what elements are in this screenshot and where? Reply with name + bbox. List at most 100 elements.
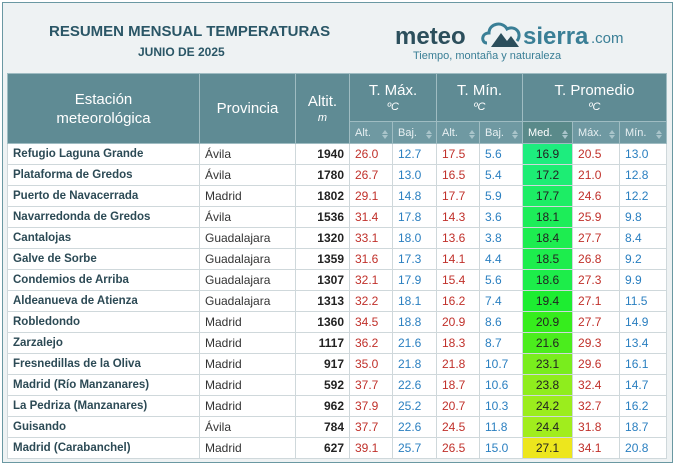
tavg-mean: 23.1: [522, 353, 574, 375]
row: Guisando Ávila 784 37.7 22.6 24.5 11.8 24.4 31.8…: [7, 416, 668, 438]
altitude-label: Altit.: [307, 93, 338, 110]
tavg-mean: 18.6: [522, 269, 574, 291]
tavg-min: 11.5: [619, 290, 668, 312]
tmax-high: 26.0: [349, 143, 393, 165]
tmin-low: 7.4: [478, 290, 524, 312]
tavg-max: 20.5: [572, 143, 621, 165]
tmax-low: 12.7: [392, 143, 437, 165]
tavg-min: 12.8: [619, 164, 668, 186]
province: Madrid: [199, 395, 296, 417]
tmin-unit: ºC: [473, 101, 486, 113]
subheader: Baj.: [478, 121, 524, 144]
tmin-high: 20.9: [436, 311, 480, 333]
province: Ávila: [199, 164, 296, 186]
tavg-mean: 24.2: [522, 395, 574, 417]
tmax-low: 21.8: [392, 353, 437, 375]
tavg-min: 9.9: [619, 269, 668, 291]
station: Robledondo: [7, 311, 200, 333]
altitude: 1940: [295, 143, 350, 165]
station: Aldeanueva de Atienza: [7, 290, 200, 312]
altitude: 1780: [295, 164, 350, 186]
station: Madrid (Carabanchel): [7, 437, 200, 459]
tmin-low: 11.8: [478, 416, 524, 438]
tavg-max: 26.8: [572, 248, 621, 270]
row: La Pedriza (Manzanares) Madrid 962 37.9 25.2…: [7, 395, 668, 417]
tmax-low: 21.6: [392, 332, 437, 354]
tavg-max: 27.7: [572, 311, 621, 333]
station-header-text: Estación meteorológica: [56, 90, 151, 127]
row: Fresnedillas de la Oliva Madrid 917 35.0 21.…: [7, 353, 668, 375]
province: Ávila: [199, 143, 296, 165]
row: Robledondo Madrid 1360 34.5 18.8 20.9 8.6 20.9 2…: [7, 311, 668, 333]
tmin-high: 16.5: [436, 164, 480, 186]
province: Guadalajara: [199, 227, 296, 249]
row: Puerto de Navacerrada Madrid 1802 29.1 14.8 1…: [7, 185, 668, 207]
tmax-low: 25.7: [392, 437, 437, 459]
tmin-low: 3.8: [478, 227, 524, 249]
tmin-header: T. Mín. ºC: [435, 73, 524, 122]
tmax-high: 33.1: [349, 227, 393, 249]
tmin-high: 15.4: [436, 269, 480, 291]
tmin-high: 26.5: [436, 437, 480, 459]
tmax-low: 18.0: [392, 227, 437, 249]
tmin-low: 15.0: [478, 437, 524, 459]
logo-com: .com: [591, 30, 624, 47]
row: Plataforma de Gredos Ávila 1780 26.7 13.0 16.…: [7, 164, 668, 186]
tavg-max: 27.7: [572, 227, 621, 249]
tmin-high: 17.5: [436, 143, 480, 165]
tavg-min: 13.4: [619, 332, 668, 354]
tmax-header: T. Máx. ºC: [349, 73, 437, 122]
tmax-high: 26.7: [349, 164, 393, 186]
tavg-header: T. Promedio ºC: [522, 73, 668, 122]
tavg-min: 14.9: [619, 311, 668, 333]
altitude: 627: [295, 437, 350, 459]
head-row: Estación meteorológica Provincia Altit. m…: [7, 73, 668, 144]
subheader: Mín.: [619, 121, 668, 144]
tmax-low: 14.8: [392, 185, 437, 207]
tavg-label: T. Promedio: [554, 82, 635, 99]
tmax-high: 37.7: [349, 374, 393, 396]
row: Navarredonda de Gredos Ávila 1536 31.4 17.8 1…: [7, 206, 668, 228]
tmax-high: 37.9: [349, 395, 393, 417]
tavg-min: 8.4: [619, 227, 668, 249]
tmin-high: 14.1: [436, 248, 480, 270]
altitude: 917: [295, 353, 350, 375]
tmin-low: 5.9: [478, 185, 524, 207]
tmin-low: 5.6: [478, 269, 524, 291]
tmin-high: 24.5: [436, 416, 480, 438]
tavg-mean: 18.1: [522, 206, 574, 228]
tavg-mean: 24.4: [522, 416, 574, 438]
subheader: Med.: [522, 121, 574, 144]
tavg-mean: 16.9: [522, 143, 574, 165]
tmax-high: 34.5: [349, 311, 393, 333]
tavg-min: 12.2: [619, 185, 668, 207]
altitude: 1117: [295, 332, 350, 354]
tmax-low: 17.3: [392, 248, 437, 270]
tmax-low: 25.2: [392, 395, 437, 417]
tavg-unit: ºC: [588, 101, 601, 113]
province: Madrid: [199, 185, 296, 207]
province: Madrid: [199, 332, 296, 354]
tavg-max: 34.1: [572, 437, 621, 459]
subheader: Alt.: [436, 121, 480, 144]
station: Galve de Sorbe: [7, 248, 200, 270]
tmin-low: 4.4: [478, 248, 524, 270]
logo: meteo sierra .com Tiempo, montaña y natu…: [395, 17, 635, 65]
tavg-mean: 27.1: [522, 437, 574, 459]
altitude: 1536: [295, 206, 350, 228]
tmax-low: 22.6: [392, 374, 437, 396]
tmin-high: 17.7: [436, 185, 480, 207]
province: Ávila: [199, 206, 296, 228]
row: Madrid (Carabanchel) Madrid 627 39.1 25.7 26.…: [7, 437, 668, 459]
subtitle: JUNIO DE 2025: [138, 45, 225, 59]
tmin-high: 18.7: [436, 374, 480, 396]
tavg-mean: 23.8: [522, 374, 574, 396]
tmax-label: T. Máx.: [368, 82, 418, 99]
tmax-low: 18.8: [392, 311, 437, 333]
tmin-high: 18.3: [436, 332, 480, 354]
tmin-low: 8.6: [478, 311, 524, 333]
tmin-high: 14.3: [436, 206, 480, 228]
subheader: Máx.: [572, 121, 621, 144]
tmin-high: 21.8: [436, 353, 480, 375]
